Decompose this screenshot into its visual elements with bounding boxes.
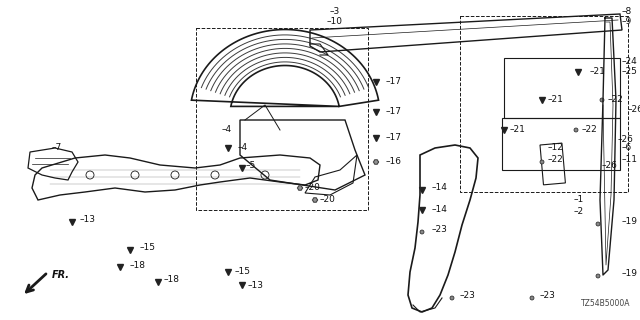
Text: –13: –13 <box>248 281 264 290</box>
Polygon shape <box>298 186 303 190</box>
Circle shape <box>574 128 578 132</box>
Text: –17: –17 <box>386 133 402 142</box>
Text: –23: –23 <box>540 292 556 300</box>
Text: –7: –7 <box>52 143 62 153</box>
Circle shape <box>420 230 424 234</box>
Text: –21: –21 <box>590 68 606 76</box>
Text: –15: –15 <box>235 268 251 276</box>
Text: –23: –23 <box>432 226 448 235</box>
Text: –26: –26 <box>618 135 634 145</box>
Text: –2: –2 <box>574 207 584 217</box>
Text: –9: –9 <box>622 18 632 27</box>
Circle shape <box>600 98 604 102</box>
Text: TZ54B5000A: TZ54B5000A <box>580 299 630 308</box>
Circle shape <box>540 160 544 164</box>
Text: –1: –1 <box>574 196 584 204</box>
Circle shape <box>530 296 534 300</box>
Text: –12: –12 <box>548 143 564 153</box>
Text: –24: –24 <box>622 58 637 67</box>
Text: –22: –22 <box>582 125 598 134</box>
Text: –5: –5 <box>246 161 256 170</box>
Polygon shape <box>374 160 378 164</box>
Text: FR.: FR. <box>52 270 70 280</box>
Text: –26: –26 <box>628 106 640 115</box>
Text: –8: –8 <box>622 7 632 17</box>
Text: –23: –23 <box>460 292 476 300</box>
Text: –21: –21 <box>548 95 564 105</box>
Text: –18: –18 <box>130 260 146 269</box>
Bar <box>460 16 628 192</box>
Text: –4: –4 <box>238 143 248 153</box>
Text: –18: –18 <box>164 276 180 284</box>
Text: –14: –14 <box>432 205 448 214</box>
Bar <box>504 58 620 118</box>
Circle shape <box>596 222 600 226</box>
Text: –21: –21 <box>510 125 526 134</box>
Text: –17: –17 <box>386 77 402 86</box>
Text: –6: –6 <box>622 143 632 153</box>
Bar <box>196 28 368 210</box>
Text: –22: –22 <box>608 95 624 105</box>
Text: –15: –15 <box>140 244 156 252</box>
Text: –22: –22 <box>548 156 564 164</box>
Text: –4: –4 <box>222 125 232 134</box>
Text: –3: –3 <box>330 7 340 17</box>
Text: –10: –10 <box>327 18 343 27</box>
Text: –16: –16 <box>386 157 402 166</box>
Text: –19: –19 <box>622 269 638 278</box>
Bar <box>502 118 620 170</box>
Text: –19: –19 <box>622 218 638 227</box>
Polygon shape <box>312 198 317 202</box>
Circle shape <box>596 274 600 278</box>
Text: –20: –20 <box>320 196 336 204</box>
Text: –20: –20 <box>305 183 321 193</box>
Text: –14: –14 <box>432 183 448 193</box>
Circle shape <box>450 296 454 300</box>
Text: –17: –17 <box>386 108 402 116</box>
Text: –26: –26 <box>602 161 618 170</box>
Text: –11: –11 <box>622 156 638 164</box>
Text: –13: –13 <box>80 215 96 225</box>
Bar <box>540 143 565 185</box>
Text: –25: –25 <box>622 68 638 76</box>
